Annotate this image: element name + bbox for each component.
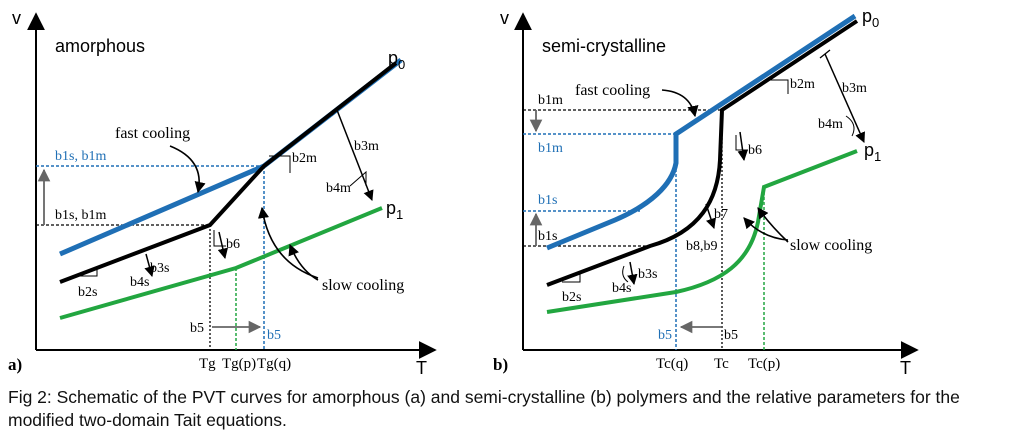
panel-a-slow-cooling-label: slow cooling <box>322 277 404 294</box>
panel-b-b2m-triangle <box>768 79 789 94</box>
panel-b-fast-cooling-arrow <box>661 89 699 118</box>
panel-b-b2m-label: b2m <box>790 77 815 92</box>
panel-a-slow-cooling-arrow-2 <box>288 243 319 281</box>
panel-a-b2s-label: b2s <box>78 285 97 300</box>
panel-b-b1m-black-label: b1m <box>538 93 563 108</box>
panel-a-x-label: T <box>416 358 427 378</box>
panel-b-b7-arrow <box>705 203 716 229</box>
panel-a-tick-tgq: Tg(q) <box>257 356 291 372</box>
panel-a-slow-cooling-arrow-1 <box>257 206 319 279</box>
figure-caption: Fig 2: Schematic of the PVT curves for a… <box>8 387 960 430</box>
panel-b-b3m-arrow <box>824 53 865 143</box>
panel-b-b4s-mark <box>622 265 629 283</box>
panel-a-p1-label: p1 <box>386 198 403 222</box>
panel-b-b6-mark <box>735 135 748 151</box>
panel-a-b2m-label: b2m <box>292 151 317 166</box>
panel-b-fast-cooling-curve <box>546 13 857 251</box>
panel-a-tick-tg: Tg <box>199 356 216 372</box>
panel-a-p0-curve <box>59 61 398 284</box>
panel-b-b1s-black-label: b1s <box>538 229 557 244</box>
panel-b-b5-black-label: b5 <box>724 328 738 343</box>
panel-b: v T semi-crystalline b) b1m b1m b1s b1s … <box>493 6 919 378</box>
panel-b-p0-label: p0 <box>862 6 879 30</box>
panel-b-b2s-triangle <box>562 274 581 283</box>
panel-b-b4m-label: b4m <box>818 117 843 132</box>
panel-b-slow-cooling-arrow-2 <box>757 207 789 243</box>
panel-b-tick-tcp: Tc(p) <box>748 356 780 372</box>
panel-a-p0-label: p0 <box>388 48 405 72</box>
panel-b-b3s-label: b3s <box>638 267 657 282</box>
panel-a-letter: a) <box>8 355 22 374</box>
panel-a-b3m-label: b3m <box>354 139 379 154</box>
panel-b-b5-blue-label: b5 <box>658 328 672 343</box>
panel-a-b1-blue-label: b1s, b1m <box>55 149 106 164</box>
panel-b-p1-label: p1 <box>864 140 881 164</box>
panel-a-b6-arrow <box>217 231 228 260</box>
panel-a-b4m-mark <box>349 170 367 187</box>
panel-b-b1m-blue-label: b1m <box>538 141 563 156</box>
panel-b-letter: b) <box>493 355 508 374</box>
panel-a-b6-label: b6 <box>226 237 240 252</box>
panel-a-fast-cooling-label: fast cooling <box>115 125 190 142</box>
panel-b-fast-cooling-label: fast cooling <box>575 82 650 99</box>
panel-b-b1s-blue-label: b1s <box>538 193 557 208</box>
panel-a: v T amorphous a) b1s, b1m b1s, b1m fast … <box>8 8 437 378</box>
panel-b-b4s-label: b4s <box>612 281 631 296</box>
panel-b-title: semi-crystalline <box>542 36 666 56</box>
panel-a-b4m-label: b4m <box>326 181 351 196</box>
panel-b-tick-tc: Tc <box>714 356 729 372</box>
panel-b-x-label: T <box>900 358 911 378</box>
panel-a-tick-tgp: Tg(p) <box>222 356 256 372</box>
panel-a-p1-curve <box>59 206 383 320</box>
panel-b-b4m-mark <box>845 115 855 137</box>
panel-a-y-label: v <box>12 8 21 28</box>
panel-b-b89-label: b8,b9 <box>686 239 718 254</box>
panel-a-b1-black-label: b1s, b1m <box>55 208 106 223</box>
panel-a-b2m-triangle <box>269 155 291 173</box>
panel-b-y-label: v <box>500 8 509 28</box>
panel-b-b6-arrow <box>737 131 748 162</box>
panel-a-b6-mark <box>213 230 226 247</box>
panel-b-slow-cooling-label: slow cooling <box>790 237 872 254</box>
panel-a-b3s-arrow <box>144 253 155 278</box>
panel-b-b7-label: b7 <box>714 207 728 222</box>
panel-a-fast-cooling-arrow <box>169 145 206 194</box>
panel-b-b6-label: b6 <box>748 143 762 158</box>
panel-b-slow-cooling-arrow-1 <box>743 217 789 241</box>
panel-b-p1-curve <box>546 149 858 314</box>
panel-a-b4s-label: b4s <box>130 275 149 290</box>
panel-a-b5-blue-label: b5 <box>267 328 281 343</box>
panel-b-b2s-label: b2s <box>562 290 581 305</box>
panel-b-b3m-label: b3m <box>842 81 867 96</box>
panel-b-p0-curve <box>546 19 859 287</box>
panel-a-b5-black-label: b5 <box>190 321 204 336</box>
panel-a-title: amorphous <box>55 36 145 56</box>
panel-b-tick-tcq: Tc(q) <box>656 356 688 372</box>
panel-a-b2s-triangle <box>78 268 98 277</box>
panel-b-b3s-arrow <box>627 261 638 286</box>
panel-a-b3s-label: b3s <box>150 261 169 276</box>
